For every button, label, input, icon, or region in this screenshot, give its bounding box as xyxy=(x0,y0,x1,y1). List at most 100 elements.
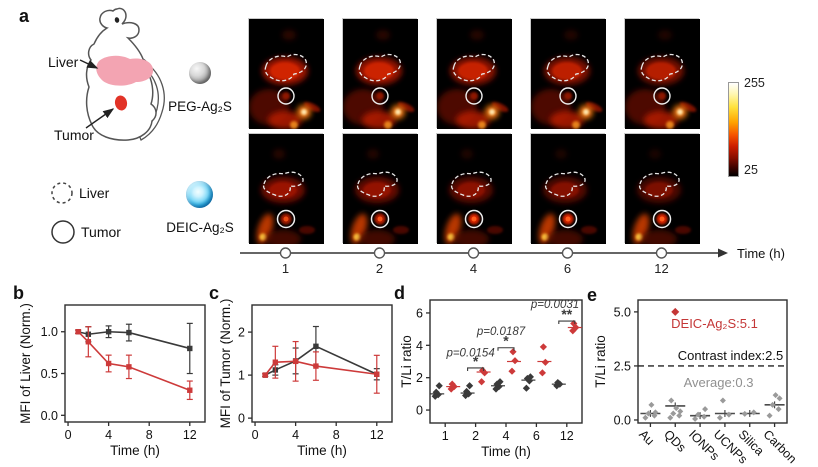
liver-label: Liver xyxy=(48,54,79,70)
data-point xyxy=(570,319,578,328)
y-axis-label: T/Li ratio xyxy=(400,335,414,388)
y-axis-label: MFI of Tumor (Norm.) xyxy=(218,299,233,429)
data-point xyxy=(126,329,132,336)
data-point xyxy=(772,392,779,399)
tumor-circle xyxy=(464,209,484,229)
panel-c-label: c xyxy=(209,283,220,303)
fluorescence-image-row1-6h xyxy=(530,18,606,129)
panel-e-label: e xyxy=(587,285,598,305)
colorbar-min-label: 25 xyxy=(744,163,758,177)
x-tick-label: 12 xyxy=(560,429,574,443)
y-tick-label: 0.0 xyxy=(41,409,58,423)
tumor-shape xyxy=(114,95,128,111)
data-point xyxy=(642,414,649,421)
y-axis-label: T/Li ratio xyxy=(593,335,608,388)
average-label: Average:0.3 xyxy=(684,375,754,390)
chart-liver-mfi: 0.0 0.5 1.0 Time (h) MFI of Liver (Norm.) 0 4 8… xyxy=(18,303,206,458)
data-point xyxy=(187,345,193,352)
tumor-circle xyxy=(276,209,296,229)
fluorescence-image-row2-1h xyxy=(248,133,324,244)
mouse-scan xyxy=(249,19,324,129)
fluorescence-image-row1-1h xyxy=(248,18,324,129)
x-tick-label: 4 xyxy=(292,428,299,442)
mouse-scan xyxy=(343,19,418,129)
data-point xyxy=(432,388,440,396)
series-line xyxy=(77,331,191,391)
data-point xyxy=(85,339,92,345)
data-point xyxy=(769,401,776,408)
x-tick-label: 0 xyxy=(252,428,259,442)
data-point xyxy=(272,359,279,365)
data-point xyxy=(508,367,516,375)
time-axis-label: Time (h) xyxy=(737,246,785,261)
significance-stars: ** xyxy=(561,306,572,322)
time-marker xyxy=(279,247,292,259)
mouse-eye xyxy=(114,17,120,23)
mouse-scan xyxy=(437,19,512,129)
highlight-label: DEIC-Ag₂S:5.1 xyxy=(671,316,758,331)
time-axis-arrow xyxy=(718,248,728,258)
x-tick-label: 4 xyxy=(105,428,112,442)
p-value-label: p=0.0031 xyxy=(530,299,579,311)
fluorescence-image-row2-6h xyxy=(530,133,606,244)
time-marker xyxy=(373,247,386,259)
time-tick-label: 4 xyxy=(470,261,477,276)
p-value-label: p=0.0154 xyxy=(445,348,494,360)
data-point xyxy=(676,412,683,419)
x-tick-label: 4 xyxy=(503,429,510,443)
data-point xyxy=(105,360,112,367)
data-point xyxy=(105,329,112,335)
data-point xyxy=(673,405,680,412)
intensity-colorbar xyxy=(728,82,739,177)
data-point xyxy=(292,358,299,365)
plot-frame xyxy=(251,304,393,423)
x-tick-label: 8 xyxy=(146,428,153,442)
y-tick-label: 4 xyxy=(416,339,423,353)
data-point xyxy=(775,406,782,413)
mouse-anatomy-diagram: Liver Tumor Liver Tumor xyxy=(48,7,165,244)
time-tick-label: 1 xyxy=(282,261,289,276)
tumor-circle xyxy=(558,209,578,229)
significance-bracket xyxy=(558,320,576,325)
data-point xyxy=(526,373,534,381)
time-marker xyxy=(655,247,668,259)
tumor-circle xyxy=(371,87,389,105)
liver-shape xyxy=(96,55,154,86)
tumor-circle xyxy=(465,87,483,105)
y-tick-label: 0 xyxy=(416,404,423,418)
liver-outline xyxy=(544,171,586,197)
time-tick-label: 2 xyxy=(376,261,383,276)
fluorescence-image-row1-4h xyxy=(436,18,512,129)
data-point xyxy=(509,348,517,356)
x-tick-label: 6 xyxy=(533,429,540,443)
liver-arrow xyxy=(79,59,99,69)
x-tick-label: 1 xyxy=(442,429,449,443)
y-tick-label: 2 xyxy=(416,371,423,385)
data-point xyxy=(677,408,684,415)
tumor-arrow xyxy=(85,108,115,129)
data-point xyxy=(725,411,732,418)
colorbar-max-label: 255 xyxy=(744,76,765,90)
data-point xyxy=(719,397,726,404)
series-line xyxy=(77,330,190,350)
data-point xyxy=(313,363,319,369)
x-tick-label: Au xyxy=(636,427,657,448)
data-point xyxy=(695,411,702,418)
data-point xyxy=(766,412,773,419)
time-axis: 1 2 4 6 12 xyxy=(240,247,728,276)
data-point xyxy=(652,409,659,416)
data-point xyxy=(435,382,443,390)
fluorescence-image-row2-2h xyxy=(342,133,418,244)
x-tick-label: 2 xyxy=(472,429,479,443)
data-point xyxy=(569,327,577,335)
x-axis-label: Time (h) xyxy=(110,443,160,458)
fluorescence-image-row1-12h xyxy=(624,18,700,129)
data-point xyxy=(466,382,474,390)
data-point xyxy=(262,372,268,378)
liver-outline xyxy=(450,171,492,197)
fluorescence-image-row2-4h xyxy=(436,133,512,244)
fluorescence-image-row2-12h xyxy=(624,133,700,244)
plot-frame xyxy=(64,304,206,423)
